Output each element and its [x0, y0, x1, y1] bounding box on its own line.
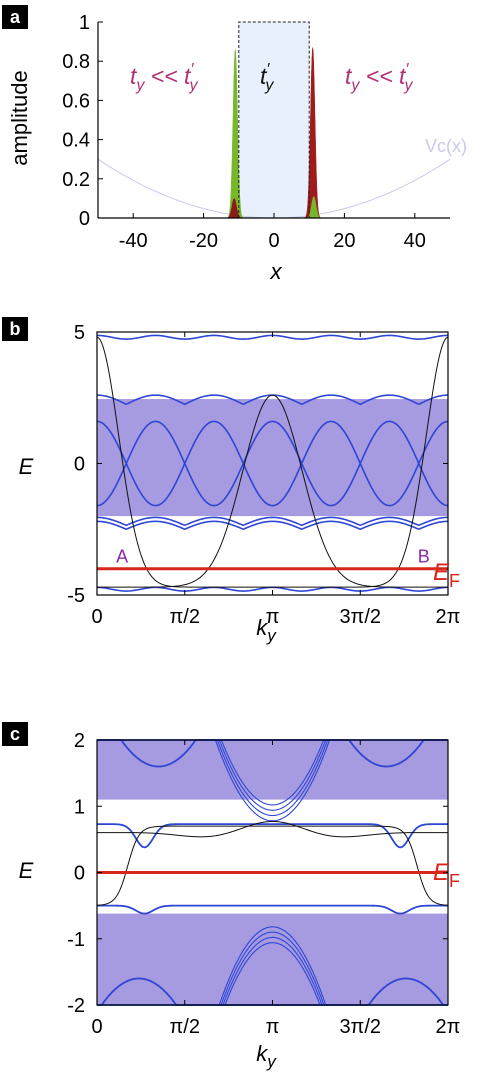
x-axis-label: x: [270, 259, 283, 284]
x-tick-label: π: [266, 606, 280, 628]
x-tick-label: π/2: [170, 1016, 200, 1038]
x-axis-label: ky: [256, 1041, 277, 1071]
band-cross-1: [96, 420, 449, 507]
y-axis-label: amplitude: [7, 70, 32, 165]
central-region: [238, 22, 310, 218]
fermi-label: EF: [433, 859, 460, 891]
side-lower-band: [97, 904, 448, 915]
y-tick-label: 0.4: [62, 130, 90, 152]
tick-marks: [96, 331, 449, 596]
y-tick-label: 1: [79, 12, 90, 34]
y-axis-label: E: [19, 858, 34, 883]
x-tick-label: 0: [91, 606, 102, 628]
point-label-b: B: [418, 547, 430, 567]
lower-continuum: [97, 913, 448, 1005]
x-tick-labels: -40 -20 0 20 40: [119, 230, 426, 252]
x-tick-label: -20: [189, 230, 218, 252]
edge-state-upper: [96, 820, 449, 838]
panel-c-badge-label: c: [10, 724, 20, 744]
edge-states: [96, 820, 449, 906]
y-tick-labels: 5 0 -5: [67, 322, 85, 607]
x-tick-labels: 0 π/2 π 3π/2 2π: [91, 606, 460, 628]
x-tick-label: π: [266, 1016, 280, 1038]
edge-state-lower: [96, 825, 449, 906]
panel-a-badge: [2, 5, 28, 29]
y-tick-label: 0: [74, 863, 85, 885]
x-tick-label: 3π/2: [339, 1016, 381, 1038]
band-cross-2: [96, 420, 449, 507]
potential-label: Vc(x): [425, 136, 467, 156]
y-tick-labels: 2 1 0 -1 -2: [67, 730, 85, 1017]
y-tick-label: 1: [74, 796, 85, 818]
panel-a: a 0 0.2 0.4 0.6 0.8 1 -40 -20 0 20 40 amplitude x…: [2, 5, 467, 284]
panel-a-badge-label: a: [10, 7, 21, 27]
x-tick-label: 0: [268, 230, 279, 252]
panel-b-badge-label: b: [10, 319, 21, 339]
annotation-left: ty << t′ y: [130, 61, 198, 94]
y-tick-label: -2: [67, 995, 85, 1017]
central-region-outline: [238, 21, 310, 218]
panel-c-plot: 2 1 0 -1 -2 0 π/2 π 3π/2 2π: [67, 730, 460, 1038]
point-label-a: A: [116, 547, 128, 567]
y-tick-label: 0: [79, 208, 90, 230]
y-tick-label: 0.6: [62, 90, 90, 112]
y-axis-label: E: [19, 454, 34, 479]
y-tick-label: 2: [74, 730, 85, 752]
x-tick-labels: 0 π/2 π 3π/2 2π: [91, 1016, 460, 1038]
edge-state-2: [96, 336, 449, 588]
x-tick-label: -40: [119, 230, 148, 252]
y-tick-label: 0.2: [62, 169, 90, 191]
edge-state-1: [97, 394, 448, 588]
annotation-right: ty << t′ y: [345, 61, 413, 94]
y-tick-label: 5: [74, 322, 85, 344]
x-axis-label: ky: [256, 615, 277, 645]
panel-c-badge: [2, 722, 28, 746]
tick-marks: [98, 21, 416, 219]
side-upper-band: [97, 823, 448, 849]
y-tick-label: 0.8: [62, 51, 90, 73]
annotation-center: t′ y: [260, 61, 274, 94]
panel-c: c 2 1 0 -1 -2 0 π/2 π 3π/2 2π E ky EF: [2, 722, 460, 1071]
x-tick-label: 0: [91, 1016, 102, 1038]
upper-continuum: [97, 740, 448, 800]
fermi-label: EF: [433, 559, 460, 591]
x-tick-label: π/2: [170, 606, 200, 628]
edge-states: [96, 336, 449, 588]
band-lower-2: [96, 516, 449, 527]
band-lower-1: [96, 520, 449, 531]
panel-b-badge: [2, 317, 28, 341]
tick-marks: [96, 739, 449, 1006]
y-tick-labels: 0 0.2 0.4 0.6 0.8 1: [62, 12, 90, 230]
y-tick-label: 0: [74, 454, 85, 476]
x-tick-label: 40: [404, 230, 426, 252]
continuum-band: [97, 399, 448, 517]
y-tick-label: -1: [67, 929, 85, 951]
x-tick-label: 2π: [436, 606, 461, 628]
x-tick-label: 2π: [436, 1016, 461, 1038]
x-tick-label: 20: [333, 230, 355, 252]
panel-a-plot: 0 0.2 0.4 0.6 0.8 1 -40 -20 0 20 40: [62, 12, 451, 252]
y-tick-label: -5: [67, 585, 85, 607]
x-tick-label: 3π/2: [339, 606, 381, 628]
